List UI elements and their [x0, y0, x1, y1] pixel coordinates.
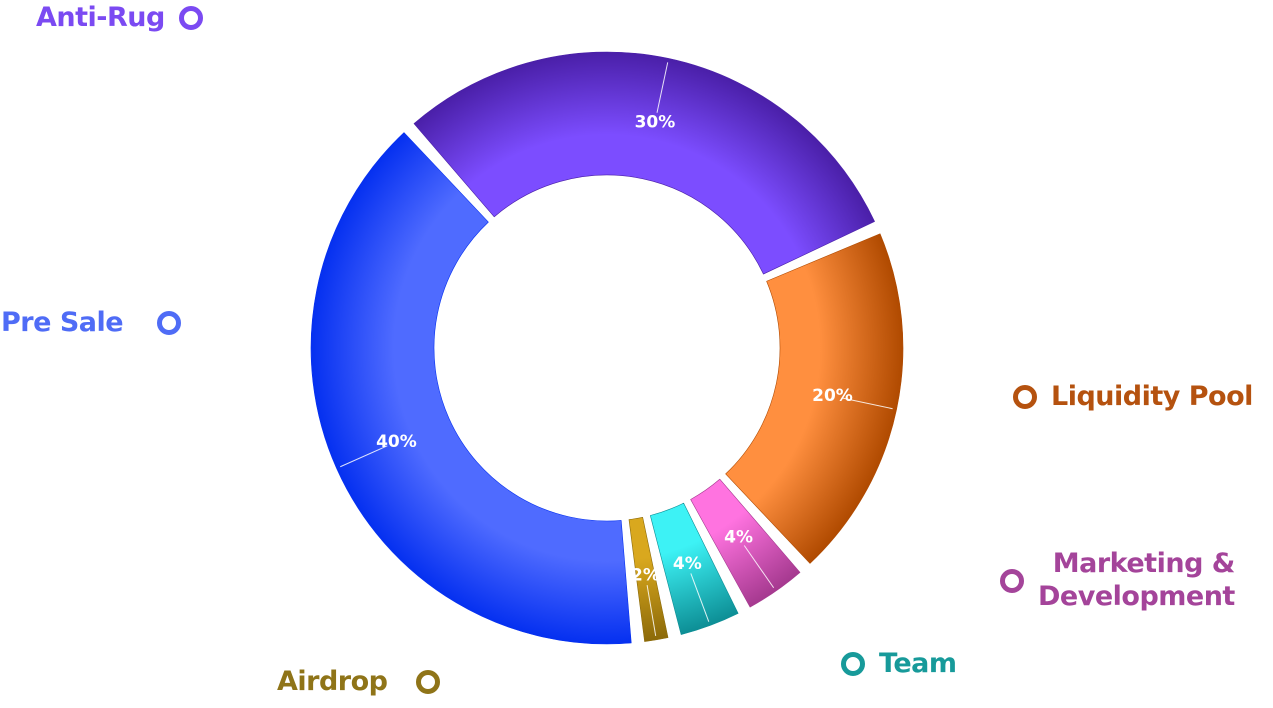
slice-team [650, 502, 739, 635]
data-label-value: 20% [812, 386, 853, 406]
legend-label-marketing: Marketing & Development [1038, 548, 1235, 614]
leader-line [340, 445, 388, 468]
data-label-value: 4% [724, 527, 753, 547]
legend-marker-icon [1000, 568, 1024, 593]
legend-label-marketing-line-1: Marketing & [1052, 548, 1236, 579]
legend-item-airdrop: Airdrop [277, 666, 440, 698]
legend-label-liquidity-pool: Liquidity Pool [1051, 381, 1253, 412]
legend-label-anti-rug: Anti-Rug [36, 2, 165, 33]
legend-item-pre-sale: Pre Sale [1, 307, 182, 339]
legend-label-airdrop: Airdrop [277, 666, 388, 697]
data-label-value: 4% [673, 554, 702, 574]
legend-label-marketing-line-2: Development [1038, 580, 1235, 612]
slice-pre-sale [310, 132, 632, 645]
legend-item-team: Team [841, 648, 957, 680]
data-label-value: 30% [635, 113, 676, 133]
leader-line [842, 397, 893, 410]
leader-line [690, 573, 710, 622]
slice-anti-rug [413, 51, 875, 275]
legend-item-marketing: Marketing & Development [1000, 548, 1235, 614]
data-label-value: 2% [631, 565, 660, 585]
legend-item-anti-rug: Anti-Rug [36, 2, 203, 34]
legend-marker-icon [157, 311, 182, 336]
slice-airdrop [628, 516, 669, 642]
legend-marker-icon [178, 6, 203, 31]
legend-item-liquidity-pool: Liquidity Pool [1013, 381, 1253, 413]
legend-label-team: Team [879, 648, 957, 679]
data-label-value: 40% [376, 432, 417, 452]
legend-marker-icon [1013, 385, 1037, 410]
legend-label-pre-sale: Pre Sale [1, 307, 124, 338]
legend-marker-icon [841, 652, 865, 677]
legend-marker-icon [415, 670, 440, 695]
leader-line [743, 545, 775, 589]
slice-marketing-development [690, 478, 801, 608]
slice-liquidity-pool [725, 233, 904, 564]
leader-line [646, 585, 657, 636]
leader-line [656, 62, 669, 113]
